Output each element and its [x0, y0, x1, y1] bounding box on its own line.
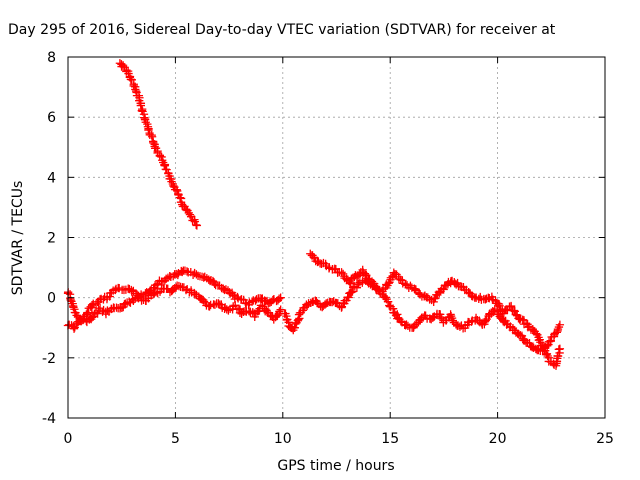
- data-point: [83, 308, 92, 317]
- x-tick-label: 0: [64, 431, 73, 447]
- chart-title: Day 295 of 2016, Sidereal Day-to-day VTE…: [8, 22, 556, 38]
- data-point: [552, 328, 562, 337]
- data-point: [383, 297, 393, 306]
- x-tick-label: 25: [596, 431, 614, 447]
- data-point: [313, 299, 322, 308]
- y-tick-label: -4: [42, 411, 56, 427]
- data-point: [199, 273, 208, 282]
- data-point: [103, 306, 112, 315]
- data-point: [546, 336, 555, 345]
- x-tick-label: 5: [171, 431, 180, 447]
- data-point: [276, 293, 285, 302]
- data-point: [553, 351, 563, 361]
- x-tick-label: 20: [489, 431, 507, 447]
- data-point: [131, 85, 140, 94]
- data-point: [385, 301, 394, 310]
- data-point: [186, 212, 196, 221]
- x-tick-label: 10: [274, 431, 292, 447]
- data-point: [555, 344, 565, 353]
- data-point: [310, 253, 319, 263]
- data-point: [127, 75, 136, 84]
- y-tick-label: 2: [47, 231, 56, 247]
- data-point: [555, 320, 565, 329]
- data-point: [509, 306, 519, 315]
- data-point: [235, 308, 245, 318]
- data-point: [174, 281, 184, 291]
- data-point: [87, 301, 97, 310]
- data-point: [402, 320, 411, 329]
- data-point: [136, 101, 145, 110]
- data-point: [173, 186, 182, 196]
- series-layer: [63, 59, 565, 370]
- data-point: [93, 309, 102, 318]
- data-point: [396, 317, 405, 326]
- y-tick-label: -2: [42, 351, 56, 367]
- data-point: [247, 297, 257, 306]
- data-point: [129, 81, 138, 91]
- data-point: [276, 305, 285, 314]
- data-point: [347, 288, 356, 297]
- data-point: [149, 138, 158, 147]
- data-point: [539, 342, 549, 351]
- data-point: [152, 280, 162, 290]
- y-tick-label: 0: [47, 291, 56, 307]
- data-point: [127, 287, 136, 296]
- data-point: [481, 316, 490, 325]
- data-point: [401, 280, 410, 289]
- data-point: [347, 274, 356, 283]
- data-point: [175, 193, 185, 202]
- data-point: [192, 221, 202, 230]
- y-tick-label: 6: [47, 110, 56, 126]
- y-tick-label: 4: [47, 170, 56, 186]
- data-point: [538, 341, 547, 350]
- series-4: [306, 249, 565, 370]
- x-tick-label: 15: [381, 431, 399, 447]
- series-0: [115, 59, 202, 230]
- data-point: [147, 132, 157, 141]
- series-2: [63, 281, 285, 333]
- data-point: [345, 279, 355, 288]
- data-point: [234, 304, 243, 313]
- data-point: [510, 307, 519, 316]
- data-point: [499, 309, 508, 318]
- x-axis-label: GPS time / hours: [277, 458, 394, 474]
- data-point: [517, 331, 527, 340]
- data-point: [290, 323, 299, 333]
- data-point: [348, 287, 357, 296]
- y-axis-label: SDTVAR / TECUs: [10, 181, 26, 296]
- data-point: [124, 69, 133, 78]
- data-point: [328, 298, 337, 307]
- y-tick-label: 8: [47, 50, 56, 66]
- data-point: [435, 288, 444, 298]
- data-point: [248, 308, 257, 317]
- data-point: [168, 285, 178, 294]
- data-point: [250, 312, 259, 322]
- data-point: [182, 267, 192, 276]
- data-point: [117, 62, 126, 71]
- data-point: [83, 309, 92, 318]
- tick-layer: 0 5 10 15 20 25 -4 -2 0 2 4 6 8: [42, 50, 614, 447]
- data-point: [274, 294, 284, 303]
- data-point: [69, 324, 79, 333]
- grid-layer: [68, 57, 605, 418]
- data-point: [467, 317, 476, 326]
